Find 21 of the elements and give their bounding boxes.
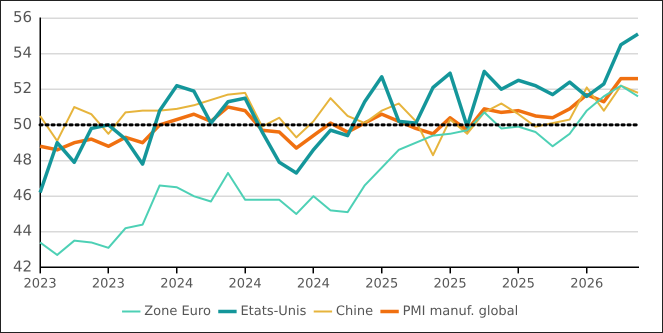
y-tick-label: 54 xyxy=(12,44,32,62)
x-tick-label: 2026 xyxy=(570,276,604,292)
y-tick-label: 44 xyxy=(12,222,32,240)
y-tick-label: 46 xyxy=(12,186,32,204)
x-tick-label: 2024 xyxy=(296,276,330,292)
y-tick-label: 52 xyxy=(12,79,32,98)
x-tick-label: 2024 xyxy=(228,276,262,292)
x-tick-label: 2025 xyxy=(434,276,467,292)
x-tick-label: 2025 xyxy=(365,276,398,292)
legend-label: PMI manuf. global xyxy=(402,304,518,319)
legend-label: Zone Euro xyxy=(144,304,211,319)
x-tick-label: 2023 xyxy=(24,276,57,292)
y-tick-label: 48 xyxy=(12,150,32,168)
x-tick-label: 2025 xyxy=(502,276,535,292)
y-tick-label: 56 xyxy=(12,8,32,26)
legend-label: Etats-Unis xyxy=(240,304,307,319)
x-tick-label: 2023 xyxy=(92,276,125,292)
legend-label: Chine xyxy=(336,304,374,319)
x-tick-label: 2024 xyxy=(160,276,194,292)
y-tick-label: 42 xyxy=(12,257,32,276)
y-tick-label: 50 xyxy=(12,114,32,133)
